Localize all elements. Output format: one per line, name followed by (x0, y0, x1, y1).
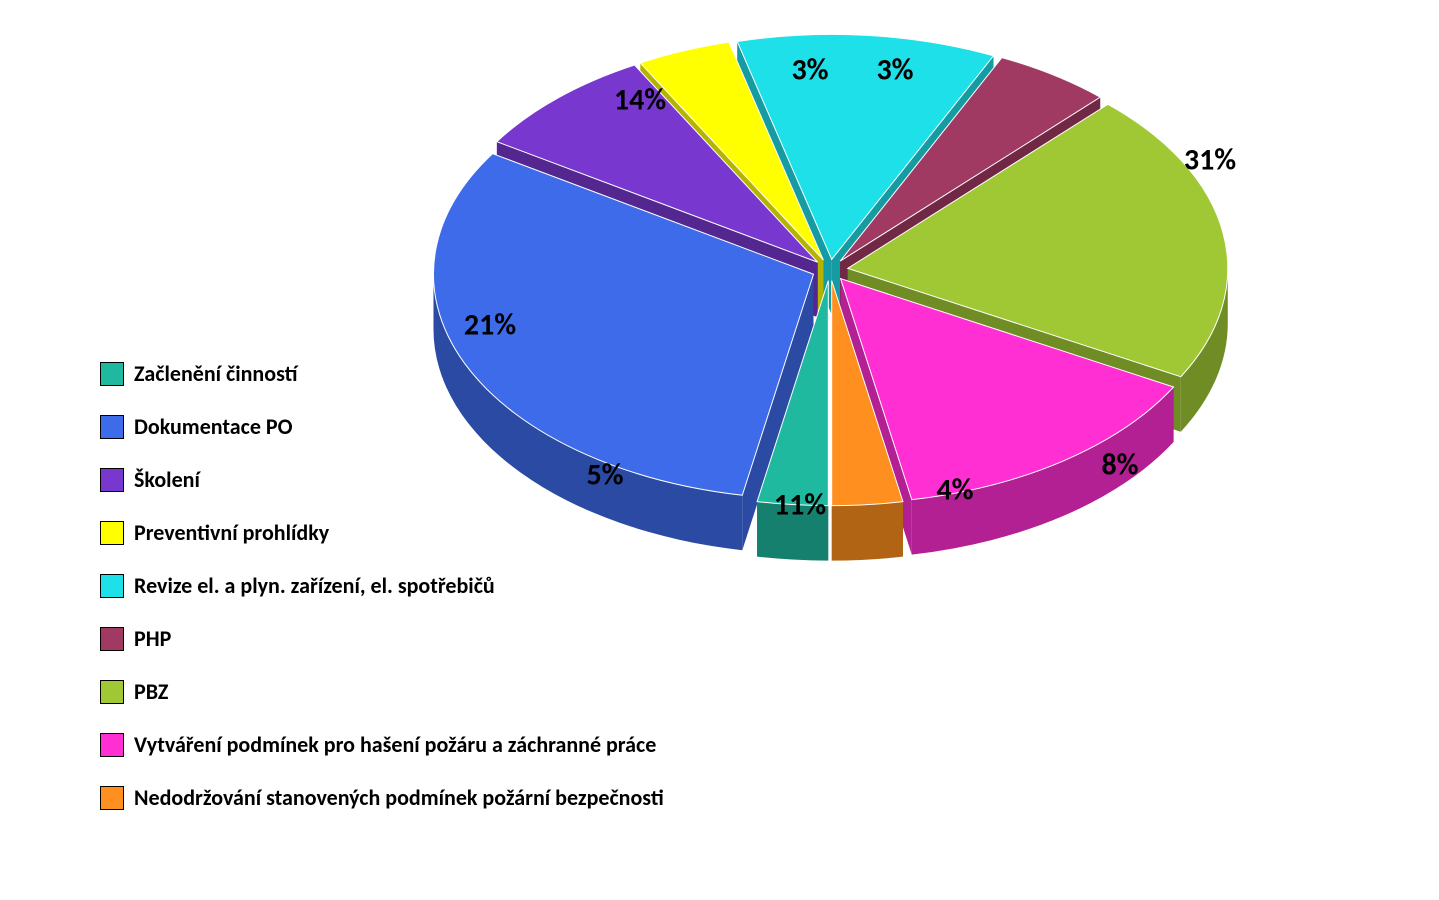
legend-item: Vytváření podmínek pro hašení požáru a z… (100, 731, 664, 758)
legend-item: Dokumentace PO (100, 413, 664, 440)
legend-item: PBZ (100, 678, 664, 705)
slice-pct-label: 21% (464, 307, 516, 344)
legend-label: Revize el. a plyn. zařízení, el. spotřeb… (134, 572, 495, 599)
slice-pct-label: 3% (791, 52, 828, 89)
slice-pct-label: 4% (936, 472, 973, 509)
pie-chart-3d: Začlenění činností Dokumentace PO Školení P… (0, 0, 1439, 900)
slice-pct-label: 31% (1184, 142, 1236, 179)
slice-outer-wall (832, 502, 903, 561)
legend-item: Preventivní prohlídky (100, 519, 664, 546)
legend-label: Školení (134, 466, 200, 493)
legend-item: Revize el. a plyn. zařízení, el. spotřeb… (100, 572, 664, 599)
legend-swatch (100, 627, 124, 651)
slice-pct-label: 11% (774, 487, 826, 524)
legend-label: Preventivní prohlídky (134, 519, 329, 546)
legend-swatch (100, 574, 124, 598)
legend-item: Začlenění činností (100, 360, 664, 387)
legend-swatch (100, 521, 124, 545)
legend-item: Školení (100, 466, 664, 493)
legend-swatch (100, 733, 124, 757)
legend-label: Začlenění činností (134, 360, 297, 387)
legend-label: PHP (134, 625, 171, 652)
legend-label: Dokumentace PO (134, 413, 292, 440)
legend-label: Nedodržování stanovených podmínek požárn… (134, 784, 664, 811)
slice-pct-label: 5% (586, 457, 623, 494)
legend-swatch (100, 362, 124, 386)
legend-swatch (100, 415, 124, 439)
legend-swatch (100, 786, 124, 810)
slice-pct-label: 8% (1101, 447, 1138, 484)
legend-item: Nedodržování stanovených podmínek požárn… (100, 784, 664, 811)
legend-label: PBZ (134, 678, 168, 705)
slice-pct-label: 3% (876, 52, 913, 89)
legend: Začlenění činností Dokumentace PO Školení P… (100, 360, 664, 837)
legend-swatch (100, 468, 124, 492)
slice-pct-label: 14% (614, 82, 666, 119)
legend-label: Vytváření podmínek pro hašení požáru a z… (134, 731, 656, 758)
legend-swatch (100, 680, 124, 704)
legend-item: PHP (100, 625, 664, 652)
